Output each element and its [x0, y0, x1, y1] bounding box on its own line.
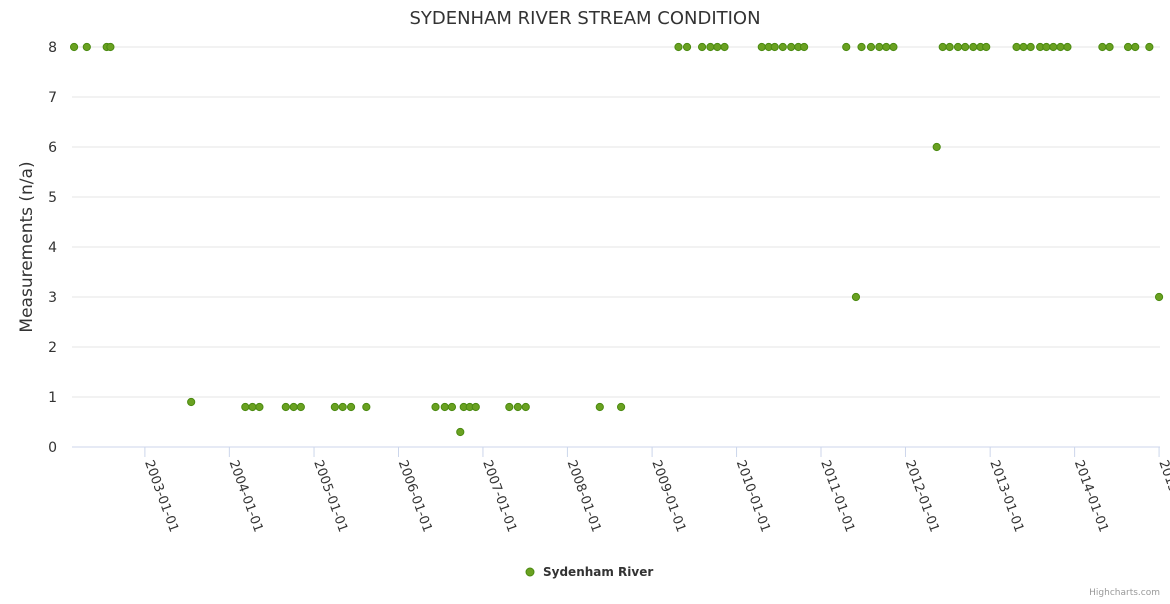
- y-tick-label: 3: [48, 290, 57, 306]
- data-point[interactable]: [882, 42, 891, 52]
- x-tick-label: 2010-01-01: [733, 458, 773, 534]
- x-tick-label: 2014-01-01: [1071, 458, 1111, 534]
- x-tick-label: 2003-01-01: [141, 458, 181, 534]
- data-point[interactable]: [1123, 42, 1133, 52]
- y-tick-label: 0: [48, 440, 57, 456]
- data-point[interactable]: [770, 42, 779, 52]
- data-point[interactable]: [842, 42, 851, 52]
- data-point[interactable]: [945, 42, 954, 52]
- x-tick-label: 2013-01-01: [986, 458, 1026, 534]
- y-tick-label: 5: [48, 190, 57, 206]
- data-point[interactable]: [471, 402, 480, 412]
- data-point[interactable]: [720, 42, 729, 52]
- data-point[interactable]: [938, 42, 947, 52]
- data-point[interactable]: [706, 42, 715, 52]
- data-point[interactable]: [857, 42, 866, 52]
- data-point[interactable]: [851, 292, 861, 302]
- data-point[interactable]: [889, 42, 898, 52]
- data-point[interactable]: [1154, 292, 1164, 302]
- data-point[interactable]: [513, 402, 522, 412]
- data-point[interactable]: [713, 42, 722, 52]
- data-point[interactable]: [187, 397, 196, 407]
- legend: Sydenham River: [525, 565, 653, 579]
- y-tick-label: 4: [48, 240, 57, 256]
- data-point[interactable]: [289, 402, 298, 412]
- y-tick-label: 2: [48, 340, 57, 356]
- data-point[interactable]: [595, 402, 604, 412]
- data-point[interactable]: [1063, 42, 1072, 52]
- data-point[interactable]: [961, 42, 970, 52]
- data-point[interactable]: [778, 42, 787, 52]
- x-tick-label: 2006-01-01: [395, 458, 435, 534]
- data-point[interactable]: [616, 402, 626, 412]
- data-point[interactable]: [440, 402, 449, 412]
- data-point[interactable]: [456, 427, 465, 437]
- x-tick-label: 2009-01-01: [648, 458, 688, 534]
- x-tick-label: 2005-01-01: [310, 458, 350, 534]
- data-point[interactable]: [241, 402, 250, 412]
- data-point[interactable]: [362, 402, 371, 412]
- data-point[interactable]: [69, 42, 79, 52]
- data-point[interactable]: [787, 42, 796, 52]
- data-point[interactable]: [1026, 42, 1035, 52]
- y-tick-label: 7: [48, 90, 57, 106]
- x-tick-label: 2008-01-01: [564, 458, 604, 534]
- y-axis-ticks: 0 1 2 3 4 5 6 7 8: [48, 40, 57, 456]
- x-tick-label: 2012-01-01: [902, 458, 942, 534]
- data-point[interactable]: [338, 402, 347, 412]
- data-point[interactable]: [757, 42, 766, 52]
- y-tick-label: 8: [48, 40, 57, 56]
- data-point[interactable]: [932, 142, 941, 152]
- data-point[interactable]: [296, 402, 305, 412]
- y-tick-label: 6: [48, 140, 57, 156]
- data-point[interactable]: [248, 402, 257, 412]
- data-point[interactable]: [674, 42, 683, 52]
- x-axis-ticks: 2003-01-01 2004-01-01 2005-01-01 2006-01-01…: [141, 447, 1170, 534]
- y-tick-label: 1: [48, 390, 57, 406]
- data-point[interactable]: [255, 402, 264, 412]
- data-point[interactable]: [1012, 42, 1021, 52]
- data-point[interactable]: [1131, 42, 1140, 52]
- data-point[interactable]: [1042, 42, 1051, 52]
- data-point[interactable]: [346, 402, 356, 412]
- y-gridlines: [72, 46, 1160, 398]
- data-point[interactable]: [866, 42, 876, 52]
- data-point[interactable]: [330, 402, 339, 412]
- data-point[interactable]: [953, 42, 963, 52]
- x-tick-label: 2007-01-01: [479, 458, 519, 534]
- x-tick-label: 2011-01-01: [817, 458, 857, 534]
- data-point[interactable]: [1105, 42, 1114, 52]
- data-point[interactable]: [969, 42, 978, 52]
- legend-marker-icon: [525, 567, 535, 577]
- data-point[interactable]: [521, 402, 530, 412]
- data-point[interactable]: [82, 42, 91, 52]
- data-point[interactable]: [505, 402, 514, 412]
- data-point[interactable]: [106, 42, 115, 52]
- data-point[interactable]: [1049, 42, 1058, 52]
- data-point[interactable]: [1019, 42, 1028, 52]
- series-sydenham-river-points: [69, 42, 1164, 437]
- data-point[interactable]: [1056, 42, 1065, 52]
- data-point[interactable]: [800, 42, 809, 52]
- y-axis-title: Measurements (n/a): [17, 161, 37, 332]
- data-point[interactable]: [1098, 42, 1107, 52]
- data-point[interactable]: [1145, 42, 1154, 52]
- x-tick-label: 2015-01-01: [1155, 458, 1170, 534]
- data-point[interactable]: [431, 402, 440, 412]
- x-tick-label: 2004-01-01: [226, 458, 266, 534]
- credits-link[interactable]: Highcharts.com: [1089, 588, 1160, 598]
- data-point[interactable]: [281, 402, 290, 412]
- chart-title: SYDENHAM RIVER STREAM CONDITION: [409, 8, 760, 29]
- data-point[interactable]: [447, 402, 457, 412]
- data-point[interactable]: [697, 42, 707, 52]
- data-point[interactable]: [982, 42, 991, 52]
- data-point[interactable]: [682, 42, 692, 52]
- legend-label: Sydenham River: [543, 565, 653, 579]
- legend-item-sydenham-river[interactable]: Sydenham River: [525, 565, 653, 579]
- data-point[interactable]: [875, 42, 884, 52]
